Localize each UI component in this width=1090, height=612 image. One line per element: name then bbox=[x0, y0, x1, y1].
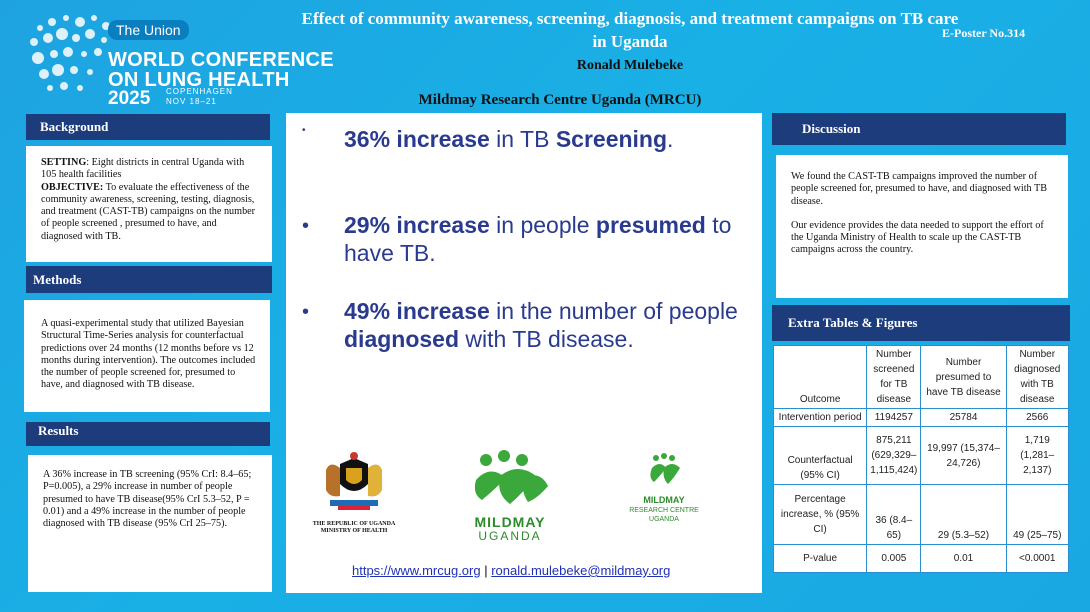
union-label: The Union bbox=[108, 20, 189, 40]
objective-text: To evaluate the effectiveness of the com… bbox=[41, 181, 256, 242]
email-link[interactable]: ronald.mulebeke@mildmay.org bbox=[491, 563, 671, 578]
highlight-1-text-a: in TB bbox=[489, 126, 556, 152]
uganda-ministry-logo: THE REPUBLIC OF UGANDA MINISTRY OF HEALT… bbox=[300, 450, 408, 538]
mildmay-country: UGANDA bbox=[478, 529, 542, 543]
background-text: SETTING: Eight districts in central Ugan… bbox=[26, 146, 272, 262]
conference-dates: NOV 18–21 bbox=[166, 97, 217, 106]
conference-name: WORLD CONFERENCE ON LUNG HEALTH bbox=[108, 50, 334, 90]
mrc-figures-icon bbox=[650, 453, 680, 484]
eposter-number: E-Poster No.314 bbox=[942, 26, 1026, 40]
table-row: P-value 0.005 0.01 <0.0001 bbox=[772, 544, 1069, 573]
table-cell: 0.005 bbox=[866, 544, 922, 573]
highlight-3-keyword: diagnosed bbox=[344, 326, 460, 352]
table-cell: 36 (8.4–65) bbox=[866, 484, 922, 545]
results-heading: Results bbox=[26, 422, 270, 446]
link-separator: | bbox=[480, 563, 492, 578]
discussion-paragraph-1: We found the CAST-TB campaigns improved … bbox=[791, 171, 1047, 207]
setting-label: SETTING bbox=[41, 157, 87, 168]
methods-heading: Methods bbox=[26, 266, 272, 293]
table-cell: 0.01 bbox=[920, 544, 1007, 573]
uganda-ministry-caption: THE REPUBLIC OF UGANDA MINISTRY OF HEALT… bbox=[312, 521, 396, 534]
table-cell: Counterfactual (95% CI) bbox=[772, 426, 868, 485]
table-cell: 19,997 (15,374–24,726) bbox=[920, 426, 1007, 485]
table-row: Intervention period 1194257 25784 2566 bbox=[772, 408, 1069, 427]
poster-title: Effect of community awareness, screening… bbox=[301, 9, 959, 51]
results-text: A 36% increase in TB screening (95% CrI:… bbox=[28, 455, 272, 592]
mildmay-uganda-logo: MILDMAY UGANDA bbox=[460, 450, 560, 543]
extra-heading: Extra Tables & Figures bbox=[772, 305, 1070, 341]
highlight-1-keyword: Screening bbox=[555, 126, 668, 152]
mrc-line-2: RESEARCH CENTRE bbox=[629, 507, 699, 514]
column-header-screened: Number screened for TB disease bbox=[866, 345, 922, 409]
objective-label: OBJECTIVE: bbox=[41, 181, 104, 193]
setting-text: : Eight districts in central Uganda with… bbox=[41, 157, 245, 181]
highlight-3: 49% increase in the number of people dia… bbox=[344, 297, 744, 353]
conference-location: COPENHAGEN NOV 18–21 bbox=[166, 87, 233, 107]
conference-year: 2025 bbox=[108, 88, 151, 109]
conference-city: COPENHAGEN bbox=[166, 87, 233, 96]
highlight-2: 29% increase in people presumed to have … bbox=[344, 211, 744, 267]
mrc-line-3: UGANDA bbox=[649, 516, 679, 523]
methods-text: A quasi-experimental study that utilized… bbox=[24, 300, 270, 412]
bullet-1: • bbox=[302, 125, 306, 136]
table-cell: 2566 bbox=[1005, 408, 1069, 427]
highlight-2-keyword: presumed bbox=[595, 212, 706, 238]
table-cell: 1,719 (1,281–2,137) bbox=[1005, 426, 1069, 485]
table-cell: P-value bbox=[772, 544, 868, 573]
highlight-2-text-a: in people bbox=[489, 212, 596, 238]
discussion-text: We found the CAST-TB campaigns improved … bbox=[776, 155, 1068, 298]
highlight-3-figure: 49% increase bbox=[344, 298, 490, 324]
results-table: Outcome Number screened for TB disease N… bbox=[772, 345, 1069, 573]
table-cell: 25784 bbox=[920, 408, 1007, 427]
conference-line-1: WORLD CONFERENCE bbox=[108, 49, 334, 71]
website-link[interactable]: https://www.mrcug.org bbox=[352, 563, 481, 578]
highlight-3-text-b: with TB disease. bbox=[459, 326, 634, 352]
mrc-line-1: MILDMAY bbox=[643, 495, 685, 505]
mildmay-figures-icon bbox=[474, 450, 548, 504]
bullet-2: • bbox=[302, 215, 310, 237]
institute-name: Mildmay Research Centre Uganda (MRCU) bbox=[418, 92, 702, 108]
uganda-coat-of-arms-icon bbox=[326, 452, 382, 510]
conference-dots-logo bbox=[30, 15, 110, 91]
table-cell: <0.0001 bbox=[1005, 544, 1069, 573]
discussion-heading: Discussion bbox=[772, 113, 1066, 145]
highlight-2-text-b: to have TB. bbox=[344, 212, 732, 266]
table-row: Counterfactual (95% CI) 875,211 (629,329… bbox=[772, 426, 1069, 485]
column-header-outcome: Outcome bbox=[772, 345, 868, 409]
mildmay-wordmark: MILDMAY bbox=[474, 514, 546, 530]
bullet-3: • bbox=[302, 301, 310, 323]
highlight-2-figure: 29% increase bbox=[344, 212, 490, 238]
column-header-diagnosed: Number diagnosed with TB disease bbox=[1005, 345, 1069, 409]
highlight-1: 36% increase in TB Screening. bbox=[344, 125, 744, 153]
highlight-1-text-b: . bbox=[667, 126, 674, 152]
discussion-paragraph-2: Our evidence provides the data needed to… bbox=[791, 219, 1044, 256]
conference-line-2: ON LUNG HEALTH bbox=[108, 69, 290, 91]
highlight-1-figure: 36% increase bbox=[344, 126, 490, 152]
highlight-3-text-a: in the number of people bbox=[489, 298, 738, 324]
table-cell: 49 (25–75) bbox=[1005, 484, 1069, 545]
table-header-row: Outcome Number screened for TB disease N… bbox=[772, 345, 1069, 409]
table-cell: Intervention period bbox=[772, 408, 868, 427]
contact-links: https://www.mrcug.org | ronald.mulebeke@… bbox=[352, 563, 670, 578]
column-header-presumed: Number presumed to have TB disease bbox=[920, 345, 1007, 409]
table-cell: 1194257 bbox=[866, 408, 922, 427]
table-cell: 29 (5.3–52) bbox=[920, 484, 1007, 545]
table-cell: Percentage increase, % (95% CI) bbox=[772, 484, 868, 545]
author-name: Ronald Mulebeke bbox=[576, 58, 684, 73]
table-row: Percentage increase, % (95% CI) 36 (8.4–… bbox=[772, 484, 1069, 545]
mrc-uganda-logo: MILDMAY RESEARCH CENTRE UGANDA bbox=[612, 450, 716, 554]
background-heading: Background bbox=[26, 114, 270, 140]
highlights-panel: • 36% increase in TB Screening. • 29% in… bbox=[286, 113, 762, 593]
table-cell: 875,211 (629,329–1,115,424) bbox=[866, 426, 922, 485]
